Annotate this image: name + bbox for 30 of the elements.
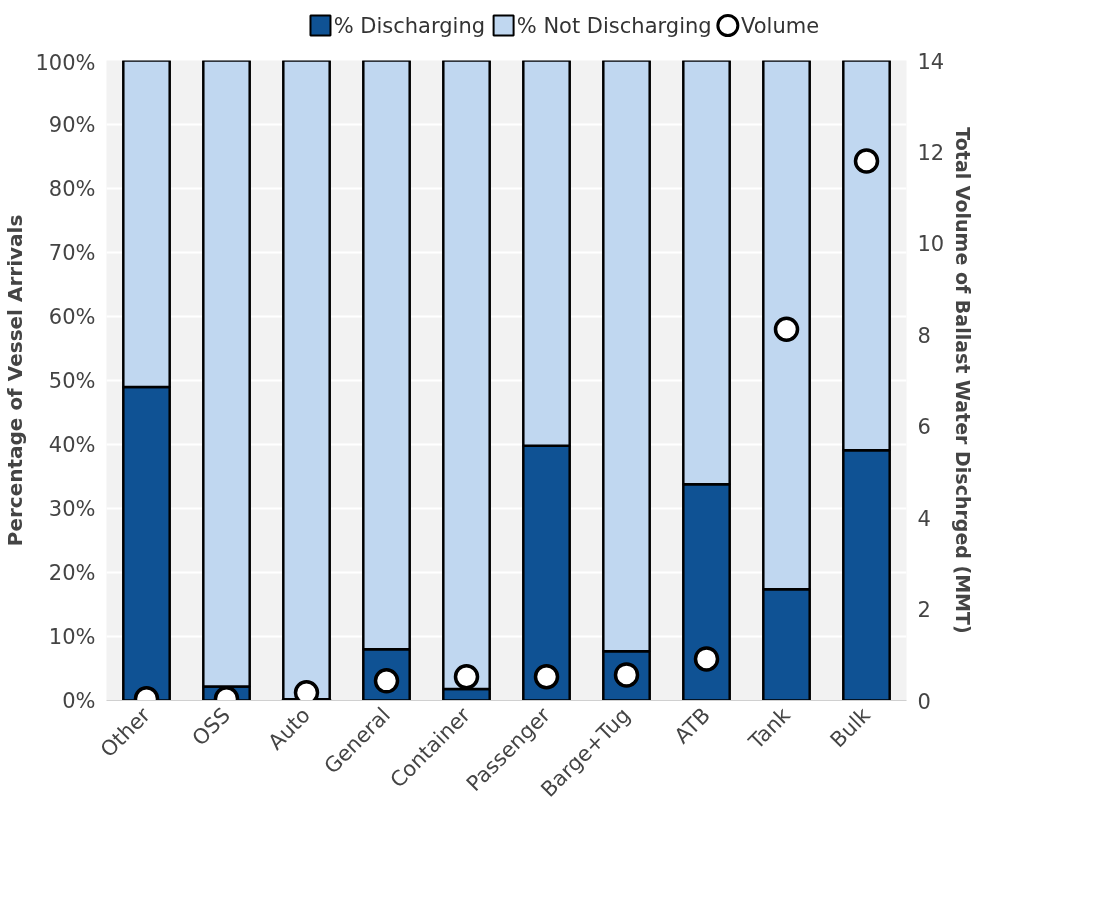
point xyxy=(773,316,800,343)
y2-tick-label: 0 xyxy=(917,689,931,714)
point xyxy=(453,664,480,690)
legend-label: Volume xyxy=(741,13,820,38)
y-tick-label: 50% xyxy=(48,368,96,393)
legend-label: % Not Discharging xyxy=(516,13,712,38)
y-tick-label: 60% xyxy=(48,304,96,329)
y-tick-label: 30% xyxy=(48,496,96,521)
legend-label: % Discharging xyxy=(333,13,486,38)
y-tick-label: 20% xyxy=(48,560,96,585)
y2-tick-label: 6 xyxy=(917,415,931,440)
y-tick-label: 100% xyxy=(35,50,96,75)
y2-tick-label: 14 xyxy=(917,49,945,74)
y-tick-label: 40% xyxy=(48,432,96,457)
y2-axis-title: Total Volume of Ballast Water Dischrged (MMT) xyxy=(952,127,975,634)
point xyxy=(693,646,720,672)
point xyxy=(853,148,880,174)
y2-tick-label: 2 xyxy=(917,598,931,623)
point xyxy=(533,664,560,690)
y-tick-label: 70% xyxy=(48,240,96,265)
y2-tick-label: 4 xyxy=(917,506,931,531)
y-tick-label: 90% xyxy=(48,112,96,137)
y-tick-label: 80% xyxy=(48,176,96,201)
y-tick-label: 10% xyxy=(48,624,96,649)
y2-tick-label: 10 xyxy=(917,232,945,257)
y2-tick-label: 12 xyxy=(917,140,945,165)
bar xyxy=(282,60,331,701)
y2-tick-label: 8 xyxy=(917,323,931,348)
y-tick-label: 0% xyxy=(62,688,96,713)
y-axis-title: Percentage of Vessel Arrivals xyxy=(3,214,28,547)
